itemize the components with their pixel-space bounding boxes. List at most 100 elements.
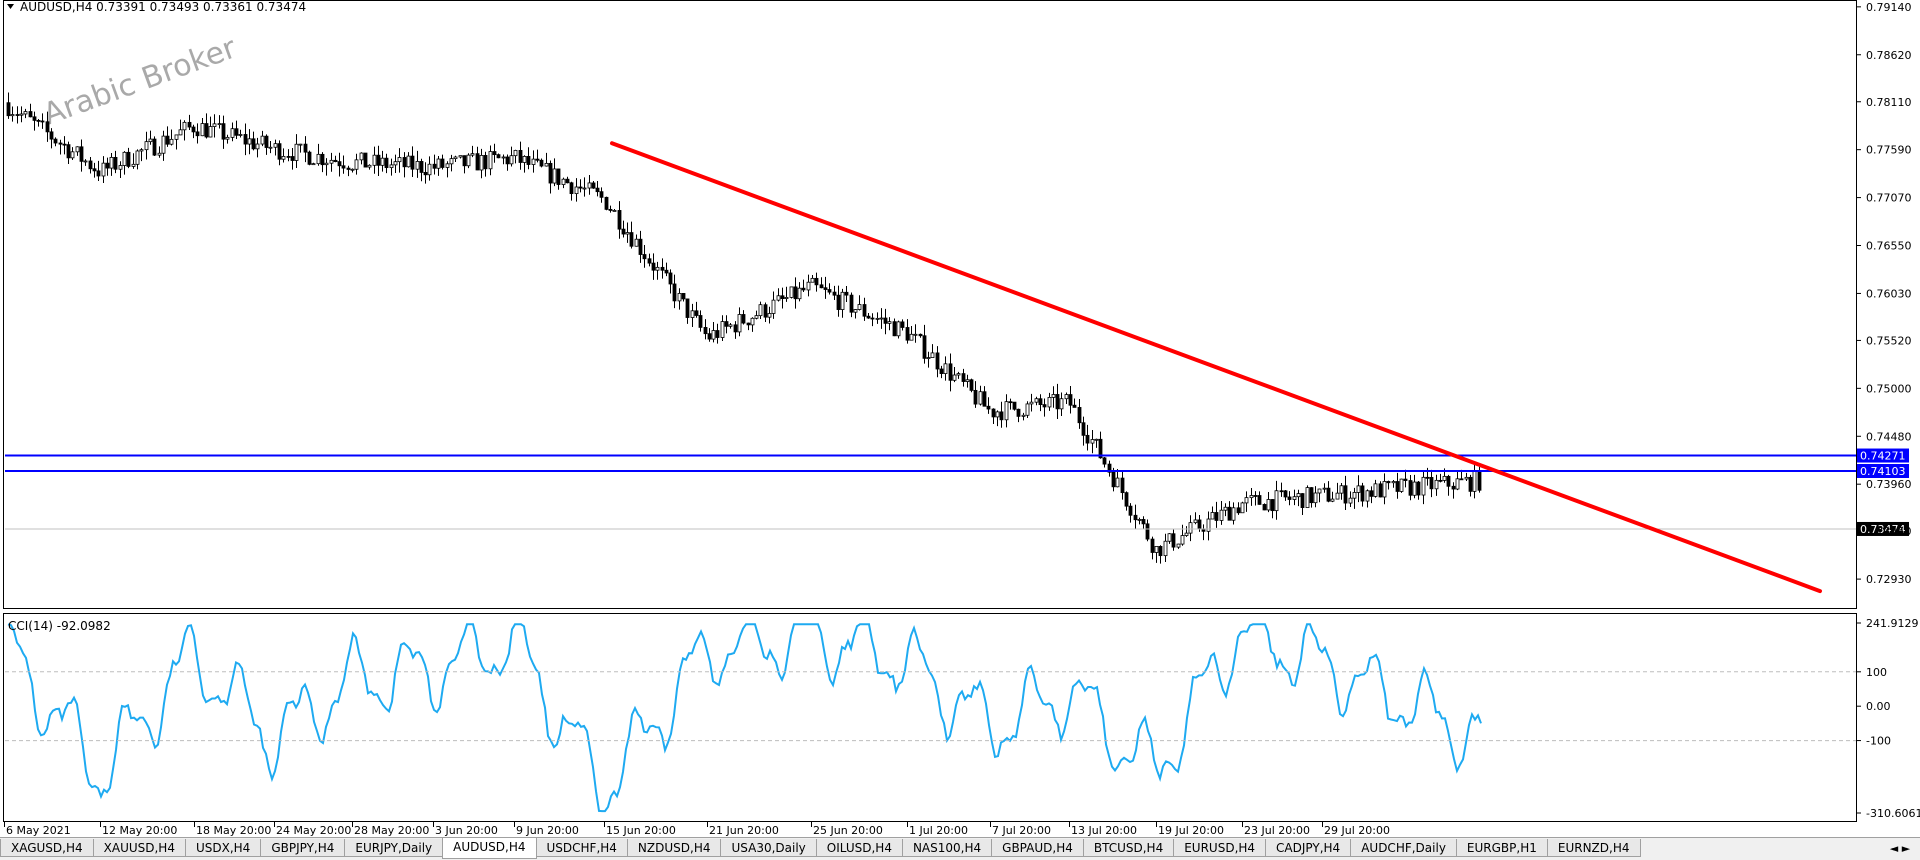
candle-body (466, 154, 471, 167)
dropdown-triangle-icon[interactable] (7, 4, 14, 9)
candle-body (1094, 438, 1099, 441)
chart-tab[interactable]: EURGBP,H1 (1455, 839, 1548, 857)
candle-body (1016, 408, 1021, 417)
chart-tab[interactable]: NZDUSD,H4 (626, 839, 722, 857)
candle-body (251, 138, 256, 150)
candle-body (488, 151, 493, 170)
chart-tab[interactable]: XAGUSD,H4 (0, 839, 94, 857)
chart-tab[interactable]: GBPJPY,H4 (260, 839, 346, 857)
candle-body (763, 304, 768, 318)
candle-body (1180, 535, 1185, 545)
candle-body (1064, 394, 1069, 400)
candle-body (445, 163, 450, 168)
candle-body (1464, 476, 1469, 480)
candle-body (930, 352, 935, 358)
candle-body (574, 186, 579, 195)
candle-body (935, 352, 940, 370)
trendline[interactable] (610, 141, 1822, 594)
candle-body (784, 296, 789, 300)
candle-body (758, 304, 763, 317)
candle-body (1296, 493, 1301, 498)
candle-body (1391, 481, 1396, 484)
candle-body (548, 162, 553, 184)
horizontal-levels[interactable]: 0.74271 0.74103 0.73474 (5, 448, 1909, 536)
candle-body (896, 321, 901, 337)
candle-body (642, 254, 647, 260)
chart-tab[interactable]: CADJPY,H4 (1265, 839, 1352, 857)
candle-body (866, 315, 871, 319)
chart-tab[interactable]: EURNZD,H4 (1546, 839, 1641, 857)
candle-body (771, 299, 776, 314)
candle-body (333, 159, 338, 163)
candle-body (638, 238, 643, 255)
candle-body (672, 283, 677, 302)
candle-body (492, 151, 497, 156)
candle-body (1270, 499, 1275, 512)
current-price-label: 0.73474 (1860, 523, 1906, 536)
current-price-tag (1857, 521, 1909, 536)
candle-body (294, 143, 299, 161)
candle-body (1042, 404, 1047, 408)
chart-tab[interactable]: NAS100,H4 (901, 839, 993, 857)
candle-body (918, 333, 923, 337)
candle-body (926, 357, 931, 359)
candle-body (1231, 507, 1236, 521)
candle-body (832, 291, 837, 296)
candle-body (883, 317, 888, 324)
candle-body (767, 313, 772, 318)
candle-body (569, 182, 574, 195)
candle-body (402, 157, 407, 168)
candle-body (1223, 506, 1228, 511)
chart-tab[interactable]: AUDCHF,Daily (1350, 839, 1457, 857)
candle-body (1171, 533, 1176, 548)
candle-body (1472, 470, 1477, 492)
candle-body (887, 321, 892, 324)
price-axis-label: 0.78110 (1866, 96, 1912, 109)
candle-body (1210, 512, 1215, 520)
cci-axis-label: -310.6061 (1866, 807, 1920, 820)
candle-body (737, 314, 742, 333)
candle-body (341, 165, 346, 169)
chart-tab[interactable]: EURJPY,Daily (344, 839, 444, 857)
candle-body (1081, 422, 1086, 436)
candle-body (410, 155, 415, 170)
candle-body (1253, 495, 1258, 497)
candle-body (952, 374, 957, 381)
candle-body (204, 123, 209, 138)
price-axis-label: 0.76030 (1866, 287, 1912, 300)
candle-body (1360, 485, 1365, 502)
trendline-group[interactable] (610, 141, 1822, 594)
chart-tab[interactable]: USA30,Daily (720, 839, 817, 857)
candle-body (376, 154, 381, 166)
candle-body (526, 156, 531, 165)
scroll-arrows-icon[interactable]: ◄ ► (1880, 838, 1920, 859)
candle-body (1249, 495, 1254, 499)
chart-tab[interactable]: XAUUSD,H4 (92, 839, 186, 857)
candle-body (290, 156, 295, 161)
chart-tab[interactable]: USDX,H4 (184, 839, 262, 857)
cci-series-line (7, 623, 1482, 813)
chart-tab[interactable]: GBPAUD,H4 (991, 839, 1084, 857)
candle-body (1348, 497, 1353, 504)
candle-body (827, 289, 832, 293)
chart-tab[interactable]: OILUSD,H4 (815, 839, 903, 857)
horizontal-line-price-tag (1857, 448, 1909, 463)
chart-tab[interactable]: USDCHF,H4 (535, 839, 628, 857)
candle-body (260, 135, 265, 145)
candle-body (978, 391, 983, 405)
candle-body (733, 324, 738, 333)
chart-tab[interactable]: BTCUSD,H4 (1082, 839, 1175, 857)
chart-window[interactable]: Arabic Broker 0.74271 0.74103 0.73474 AUDU… (0, 0, 1920, 837)
candle-body (1305, 487, 1310, 508)
candle-body (599, 191, 604, 198)
candle-body (15, 114, 20, 116)
candle-body (58, 142, 63, 145)
candle-body (10, 114, 15, 117)
price-axis-label: 0.73450 (1866, 525, 1912, 538)
chart-tab[interactable]: EURUSD,H4 (1173, 839, 1267, 857)
chart-tab[interactable]: AUDUSD,H4 (442, 838, 537, 859)
candle-body (1227, 506, 1232, 521)
candle-body (1412, 481, 1417, 496)
candle-body (681, 293, 686, 300)
